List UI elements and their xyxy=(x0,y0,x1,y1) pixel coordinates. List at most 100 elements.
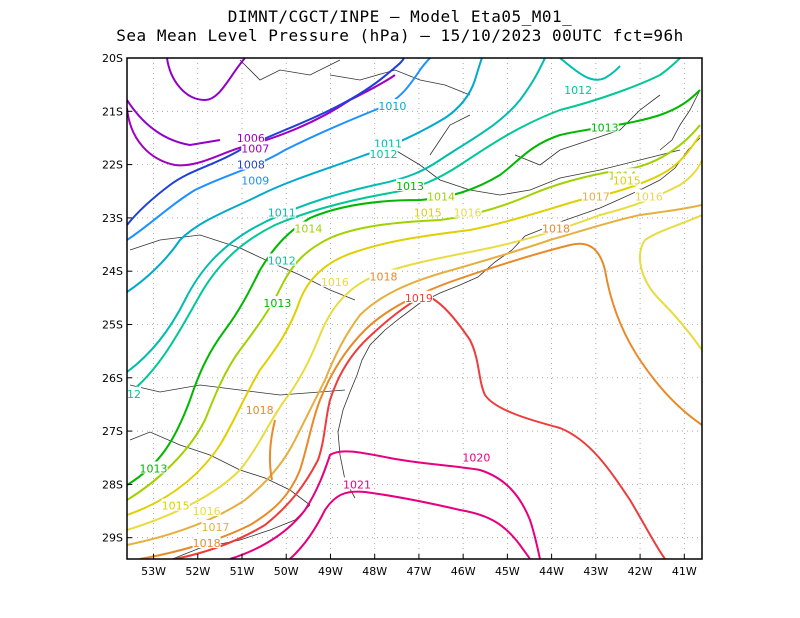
x-tick-label: 48W xyxy=(362,565,387,578)
isobar-label-1018: 1018 xyxy=(246,404,274,417)
x-tick-label: 41W xyxy=(672,565,697,578)
isobar-label-1011: 1011 xyxy=(268,207,296,220)
x-tick-label: 50W xyxy=(274,565,299,578)
y-tick-label: 23S xyxy=(102,212,123,225)
isobar-label-1012: 1012 xyxy=(113,388,141,401)
isobar-label-bg xyxy=(192,504,221,517)
map-title-line-1: DIMNT/CGCT/INPE — Model Eta05_M01_ xyxy=(227,7,573,26)
isobar-1008 xyxy=(127,58,405,226)
isobar-label-bg xyxy=(236,157,265,170)
isobar-label-bg xyxy=(590,120,619,133)
x-tick-label: 42W xyxy=(628,565,653,578)
x-tick-label: 47W xyxy=(406,565,431,578)
y-tick-label: 24S xyxy=(102,265,123,278)
isobar-label-1015: 1015 xyxy=(414,207,442,220)
isobar-label-1017: 1017 xyxy=(582,191,610,204)
x-tick-label: 51W xyxy=(230,565,255,578)
isobar-label-bg xyxy=(453,205,482,218)
isobar-1017 xyxy=(127,204,702,546)
isobar-1015 xyxy=(127,134,701,516)
map-frame xyxy=(126,57,703,560)
isobar-label-bg xyxy=(581,189,610,202)
isobar-label-bg xyxy=(343,477,371,490)
isobar-label-1021: 1021 xyxy=(343,478,371,491)
y-tick-label: 29S xyxy=(102,532,123,545)
isobar-label-bg xyxy=(241,173,270,186)
x-tick-label: 49W xyxy=(318,565,343,578)
isobar-label-bg xyxy=(127,386,141,399)
isobar-label-bg xyxy=(236,130,265,143)
isobar-label-bg xyxy=(263,296,292,309)
isobar-label-1014: 1014 xyxy=(294,223,322,236)
isobar-label-1013: 1013 xyxy=(263,297,291,310)
isobar-label-bg xyxy=(369,269,398,282)
x-tick-label: 43W xyxy=(583,565,608,578)
isobar-label-1008: 1008 xyxy=(237,159,265,172)
x-tick-label: 46W xyxy=(451,565,476,578)
y-tick-label: 27S xyxy=(102,425,123,438)
isobar-label-1018: 1018 xyxy=(542,223,570,236)
isobar-1021 xyxy=(289,490,531,559)
isobar-label-bg xyxy=(396,178,425,191)
isobar-label-1012: 1012 xyxy=(370,148,398,161)
isobar-label-1013: 1013 xyxy=(591,121,619,134)
isobar-label-1019: 1019 xyxy=(405,292,433,305)
map-background xyxy=(127,58,702,559)
x-tick-label: 53W xyxy=(141,565,166,578)
x-tick-label: 44W xyxy=(539,565,564,578)
isobar-label-1010: 1010 xyxy=(378,100,406,113)
isobar-label-1009: 1009 xyxy=(241,175,269,188)
x-tick-label: 45W xyxy=(495,565,520,578)
isobar-label-1014: 1014 xyxy=(427,191,455,204)
y-tick-label: 22S xyxy=(102,159,123,172)
x-tick-label: 52W xyxy=(185,565,210,578)
isobar-label-bg xyxy=(612,173,641,186)
isobar-1014 xyxy=(127,124,701,501)
isobar-1006a xyxy=(166,58,246,102)
isobar-1009 xyxy=(127,58,431,241)
axis-ticks: 53W 52W 51W 50W 49W 48W 47W 46W 45W 44W 43W 42W 41W 2… xyxy=(102,52,697,578)
isobar-label-1016: 1016 xyxy=(193,505,221,518)
isobar-1011a xyxy=(127,58,546,373)
isobar-label-1007: 1007 xyxy=(241,143,269,156)
isobar-label-1016: 1016 xyxy=(454,207,482,220)
isobar-1016b xyxy=(639,214,702,351)
isobar-1006b xyxy=(127,99,221,147)
isobar-1011b xyxy=(559,58,621,81)
isobar-label-1016: 1016 xyxy=(635,191,663,204)
isobar-label-1016: 1016 xyxy=(321,276,349,289)
isobar-label-bg xyxy=(161,498,190,511)
y-tick-label: 20S xyxy=(102,52,123,65)
isobar-label-bg xyxy=(634,189,663,202)
coastline-and-borders xyxy=(129,59,701,559)
isobar-label-bg xyxy=(564,82,593,95)
y-tick-label: 26S xyxy=(102,372,123,385)
isobar-label-bg xyxy=(369,146,398,159)
isobar-label-1017: 1017 xyxy=(201,521,229,534)
isobar-label-1018: 1018 xyxy=(193,537,221,550)
isobar-label-1015: 1015 xyxy=(162,500,190,513)
y-tick-label: 28S xyxy=(102,478,123,491)
isobar-1018b xyxy=(268,419,276,481)
y-tick-label: 25S xyxy=(102,318,123,331)
isobar-label-bg xyxy=(267,253,296,266)
isobar-label-bg xyxy=(201,520,230,533)
isobar-label-bg xyxy=(245,402,274,415)
isobar-label-1013: 1013 xyxy=(140,462,168,475)
isobar-label-1018: 1018 xyxy=(370,271,398,284)
isobar-label-bg xyxy=(192,536,221,549)
isobar-label-bg xyxy=(373,136,402,149)
isobar-label-bg xyxy=(241,141,270,154)
isobar-label-1012: 1012 xyxy=(268,255,296,268)
isobar-label-1015: 1015 xyxy=(613,175,641,188)
isobar-label-bg xyxy=(404,290,433,303)
map-title-line-2: Sea Mean Level Pressure (hPa) — 15/10/20… xyxy=(116,26,684,45)
y-tick-label: 21S xyxy=(102,105,123,118)
isobar-label-1012: 1012 xyxy=(564,84,592,97)
isobar-label-bg xyxy=(462,450,491,463)
isobar-1020 xyxy=(229,450,541,559)
isobar-label-bg xyxy=(139,461,168,474)
isobar-label-1020: 1020 xyxy=(462,452,490,465)
isobar-label-bg xyxy=(320,274,349,287)
isobar-1010 xyxy=(127,58,483,293)
